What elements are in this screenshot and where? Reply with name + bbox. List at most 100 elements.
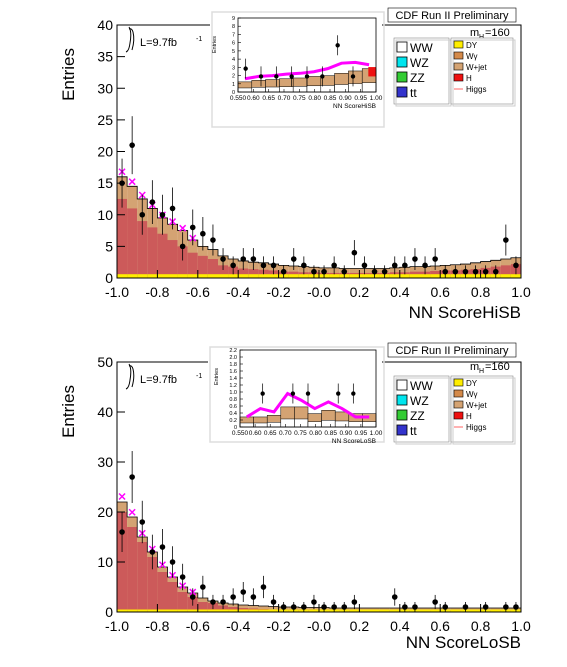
data-point — [503, 604, 509, 610]
inset-ww-bar — [292, 86, 308, 93]
wjet-bar — [218, 265, 229, 278]
dy-bar — [409, 274, 420, 278]
inset-data-point — [350, 74, 356, 79]
inset-x-tick-label: 0.75 — [294, 430, 307, 437]
legend-label: W+jet — [466, 63, 487, 72]
inset-y-tick-label: 0 — [232, 90, 235, 96]
inset-x-tick-label: 0.80 — [308, 95, 321, 102]
y-tick-label: 40 — [97, 17, 113, 33]
inset-ww-bar — [253, 422, 268, 428]
data-point — [513, 604, 519, 610]
inset-frame — [237, 17, 377, 93]
luminosity-text: L=9.7fb — [140, 374, 177, 386]
x-tick-label: 0.4 — [390, 618, 410, 634]
inset-ww-bar — [348, 421, 363, 428]
x-tick-label: 0.8 — [471, 618, 491, 634]
y-tick-label: 50 — [97, 354, 113, 370]
inset-ww-bar — [334, 84, 349, 93]
inset-ww-bar — [239, 422, 254, 428]
data-point — [331, 604, 337, 610]
inset-y-tick-label: 1.6 — [229, 369, 237, 375]
dy-bar — [167, 274, 178, 278]
dy-bar — [187, 609, 198, 612]
x-tick-label: -1.0 — [105, 284, 129, 300]
dy-bar — [268, 609, 279, 612]
dy-bar — [298, 274, 309, 278]
y-tick-label: 0 — [105, 604, 113, 620]
mass-label: m — [470, 27, 479, 39]
inset-x-tick-label: 0.85 — [324, 430, 337, 437]
inset-ww-bar — [307, 421, 322, 428]
inset-data-point — [351, 391, 356, 396]
signal-mark — [128, 508, 136, 516]
data-point — [301, 262, 307, 269]
inset-higgs-bar — [368, 67, 376, 77]
data-point — [179, 243, 186, 250]
legend-label: WW — [410, 379, 433, 393]
inset-x-tick-label: 0.95 — [355, 430, 368, 437]
inset-data-point — [243, 66, 248, 71]
dy-bar — [248, 609, 259, 612]
legend-swatch — [396, 379, 408, 391]
legend-label: tt — [410, 424, 417, 438]
inset-x-tick-label: 0.550 — [232, 430, 249, 437]
data-point — [472, 268, 479, 275]
inset-x-tick-label: 0.75 — [293, 95, 306, 102]
inset-x-tick-label: 0.90 — [339, 430, 352, 437]
inset-signal — [246, 391, 370, 419]
data-point — [250, 594, 257, 600]
dy-bar — [500, 274, 511, 278]
mass-label: m — [470, 361, 479, 373]
data-point — [200, 584, 206, 590]
dy-bar — [450, 609, 461, 612]
legend-label: ZZ — [410, 71, 425, 85]
dy-bar — [420, 274, 431, 278]
legend-label: Higgs — [466, 85, 486, 94]
inset-ww-bar — [294, 418, 309, 428]
wjet-bar — [167, 582, 178, 612]
wjet-bar — [197, 602, 208, 612]
dy-bar — [248, 274, 259, 278]
wjet-bar — [248, 269, 259, 278]
inset-x-tick-label: 0.80 — [309, 430, 322, 437]
dy-bar — [420, 609, 431, 612]
legend-swatch — [396, 394, 408, 406]
inset-ww-bar — [266, 422, 282, 428]
legend-swatch — [396, 409, 408, 421]
legend-swatch — [396, 41, 408, 53]
inset-ww-bar — [237, 87, 253, 93]
mass-value: =160 — [485, 27, 510, 39]
dy-bar — [177, 274, 188, 278]
legend-label: W+jet — [466, 401, 487, 410]
dy-bar — [117, 274, 128, 278]
dy-bar — [389, 609, 400, 612]
dy-bar — [308, 609, 319, 612]
data-point — [412, 604, 418, 610]
inset-x-tick-label: 0.60 — [249, 430, 262, 437]
data-point — [311, 268, 317, 275]
wjet-bar — [147, 227, 158, 278]
data-point — [462, 604, 469, 610]
data-point — [260, 584, 267, 590]
legend-label: H — [466, 412, 472, 421]
inset-data-point — [290, 391, 296, 396]
dy-bar — [167, 609, 178, 612]
dy-bar — [137, 609, 148, 612]
inset-data-point — [260, 391, 265, 396]
inset-x-tick-label: 0.85 — [324, 95, 337, 102]
dy-bar — [147, 609, 158, 612]
inset-y-tick-label: 0 — [234, 425, 237, 431]
dy-bar — [349, 274, 360, 278]
wjet-bar — [187, 252, 198, 278]
legend-swatch — [453, 62, 464, 71]
data-point — [331, 262, 337, 269]
legend-box-right — [450, 375, 514, 443]
dy-bar — [510, 274, 521, 278]
data-point — [381, 268, 388, 275]
inset-y-tick-label: 4 — [232, 57, 235, 63]
y-tick-label: 15 — [97, 175, 113, 191]
data-point — [230, 594, 236, 600]
data-point — [129, 474, 135, 480]
